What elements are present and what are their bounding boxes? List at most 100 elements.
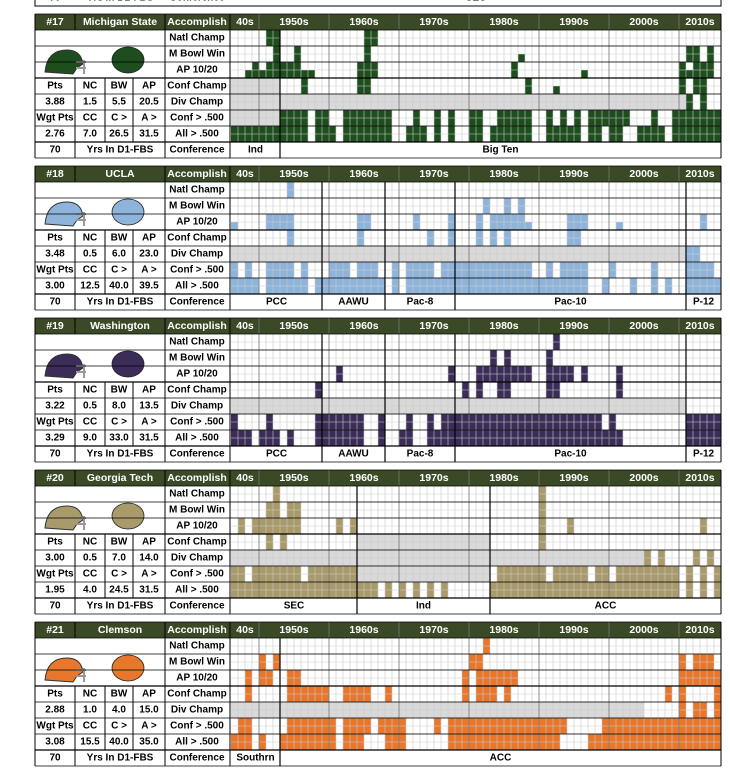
label: NC [83, 233, 97, 244]
label: AP 10/20 [176, 65, 218, 76]
label: Div Champ [171, 401, 223, 412]
label: Div Champ [171, 249, 223, 260]
label: Pts [47, 385, 63, 396]
label: 1960s [349, 16, 378, 28]
label: 1950s [279, 16, 308, 28]
label: All > .500 [175, 129, 219, 140]
label: 1990s [559, 168, 588, 180]
label: Wgt Pts [36, 721, 74, 732]
label: 1990s [559, 472, 588, 484]
label: Accomplish [167, 624, 227, 636]
label: 7.0 [83, 129, 97, 140]
label: SEC [284, 601, 305, 612]
label: NC [83, 81, 97, 92]
label: 0.5 [83, 553, 97, 564]
label: 1950s [279, 472, 308, 484]
label: 1980s [489, 472, 518, 484]
label: 1960s [349, 472, 378, 484]
header-bg [35, 318, 721, 334]
cell [245, 70, 252, 78]
label: Yrs In D1-FBS [87, 0, 154, 4]
label: 1.0 [83, 705, 97, 716]
cell [616, 222, 623, 230]
label: NC [83, 537, 97, 548]
label: 3.00 [45, 553, 65, 564]
label: 1990s [559, 16, 588, 28]
label: PCC [266, 297, 287, 308]
label: 40s [236, 472, 254, 484]
label: Pts [47, 689, 63, 700]
label: 15.5 [80, 737, 100, 748]
label: Pts [47, 81, 63, 92]
label: AP [142, 537, 156, 548]
label: Conf Champ [167, 233, 226, 244]
label: Yrs In D1-FBS [87, 297, 154, 308]
label: 24.5 [109, 585, 129, 596]
cell [518, 54, 525, 62]
label: 1980s [489, 624, 518, 636]
label: #21 [46, 624, 64, 636]
label: 1950s [279, 320, 308, 332]
label: 6.0 [112, 249, 126, 260]
label: A > [141, 113, 157, 124]
label: Yrs In D1-FBS [87, 753, 154, 764]
label: 2000s [629, 624, 658, 636]
label: Conference [169, 297, 224, 308]
label: Clemson [98, 624, 142, 636]
label: Pac-10 [554, 297, 587, 308]
label: 5.5 [112, 97, 126, 108]
label: Pts [47, 537, 63, 548]
label: 70 [49, 753, 61, 764]
label: AP [142, 81, 156, 92]
label: Natl Champ [169, 337, 225, 348]
footer-row [34, 0, 722, 7]
label: AP 10/20 [176, 217, 218, 228]
emblem [111, 654, 145, 682]
label: 70 [49, 0, 61, 4]
cell [553, 86, 560, 94]
label: 1950s [279, 624, 308, 636]
emblem [111, 46, 145, 74]
label: AAWU [338, 449, 369, 460]
label: Wgt Pts [36, 265, 74, 276]
label: Accomplish [167, 168, 227, 180]
label: Conf Champ [167, 689, 226, 700]
label: 70 [49, 297, 61, 308]
label: Conf > .500 [170, 417, 224, 428]
label: 1970s [419, 472, 448, 484]
label: Accomplish [167, 16, 227, 28]
label: Ind [248, 145, 263, 156]
label: 33.0 [109, 433, 129, 444]
label: AP 10/20 [176, 673, 218, 684]
label: BW [111, 81, 128, 92]
label: 4.0 [83, 585, 97, 596]
label: 1990s [559, 320, 588, 332]
label: All > .500 [175, 281, 219, 292]
label: 3.29 [45, 433, 65, 444]
label: 1960s [349, 624, 378, 636]
label: 2000s [629, 320, 658, 332]
cell [686, 70, 693, 78]
label: 1960s [349, 320, 378, 332]
label: All > .500 [175, 433, 219, 444]
label: Div Champ [171, 553, 223, 564]
label: 2010s [685, 624, 714, 636]
label: #18 [46, 168, 64, 180]
label: Accomplish [167, 472, 227, 484]
logos [44, 502, 145, 531]
label: 40s [236, 16, 254, 28]
label: 40s [236, 624, 254, 636]
label: C > [111, 113, 127, 124]
label: A > [141, 265, 157, 276]
label: 40s [236, 168, 254, 180]
label: BW [111, 689, 128, 700]
label: 2.88 [45, 705, 65, 716]
label: Ind [416, 601, 431, 612]
label: 70 [49, 601, 61, 612]
label: C > [111, 265, 127, 276]
label: CC [83, 721, 97, 732]
label: CC [83, 113, 97, 124]
label: 12.5 [80, 281, 100, 292]
emblem [111, 502, 145, 530]
label: Natl Champ [169, 185, 225, 196]
